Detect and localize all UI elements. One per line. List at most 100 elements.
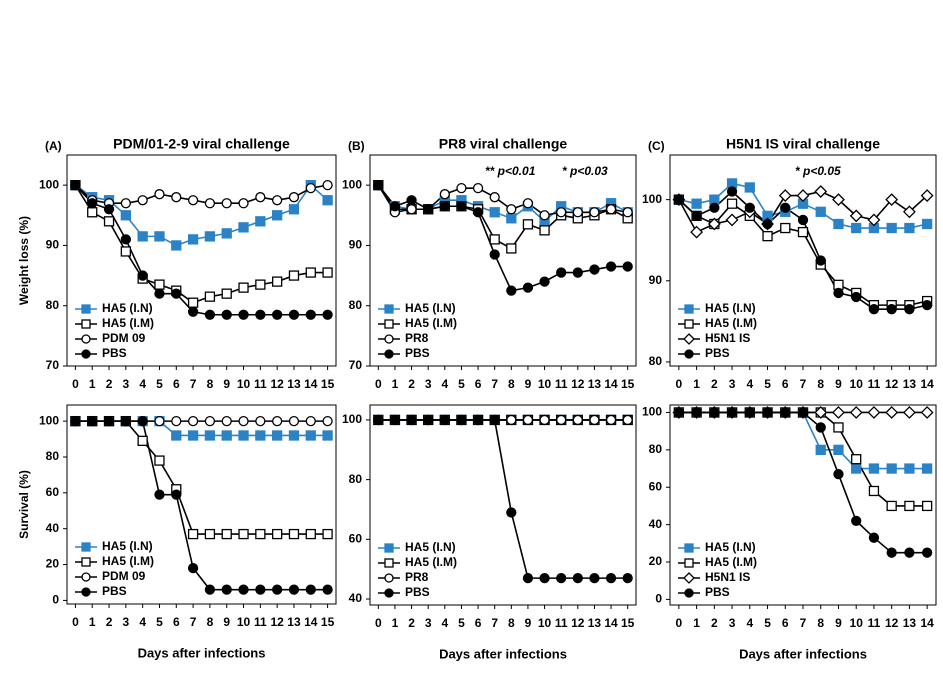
marker	[288, 430, 300, 441]
x-tick-label: 3	[123, 377, 130, 391]
marker	[797, 214, 809, 226]
marker	[272, 210, 283, 221]
marker	[744, 202, 755, 213]
marker	[921, 218, 933, 230]
marker	[556, 414, 567, 426]
marker	[796, 189, 810, 202]
y-tick-label: 80	[46, 449, 60, 463]
marker	[833, 218, 844, 230]
marker	[851, 291, 862, 303]
marker	[833, 469, 844, 480]
marker	[154, 189, 165, 200]
marker	[221, 288, 232, 299]
marker	[120, 198, 131, 209]
marker	[322, 267, 333, 278]
marker	[204, 584, 216, 595]
legend-marker	[384, 304, 394, 314]
marker	[288, 415, 300, 427]
x-tick-label: 12	[270, 377, 284, 391]
x-tick-label: 2	[408, 616, 415, 630]
x-tick-label: 3	[729, 616, 736, 630]
marker	[572, 414, 583, 426]
x-tick-label: 7	[190, 615, 197, 629]
marker	[622, 414, 633, 426]
marker	[589, 207, 600, 218]
marker	[489, 192, 500, 203]
marker	[406, 414, 417, 426]
x-tick-label: 12	[571, 377, 585, 391]
marker	[489, 249, 500, 260]
marker	[472, 414, 484, 426]
x-tick-label: 3	[729, 377, 736, 391]
y-tick-label: 40	[46, 521, 60, 535]
marker	[904, 304, 915, 315]
marker	[171, 430, 182, 441]
marker	[904, 463, 915, 474]
marker	[506, 213, 517, 224]
legend-marker	[384, 588, 394, 598]
legend-marker	[684, 588, 694, 598]
plot-frame	[66, 404, 337, 605]
marker	[187, 234, 199, 245]
legend-label: HA5 (I.N)	[405, 301, 456, 315]
marker	[589, 264, 600, 275]
y-tick-label: 40	[649, 517, 663, 531]
marker	[589, 414, 600, 426]
legend-marker	[683, 333, 695, 345]
marker	[322, 528, 333, 540]
marker	[506, 507, 517, 518]
x-tick-label: 14	[304, 377, 318, 391]
legend-label: HA5 (I.M)	[405, 555, 457, 569]
legend-label: PBS	[705, 585, 730, 599]
marker	[832, 193, 845, 207]
marker	[406, 204, 417, 215]
marker	[322, 415, 333, 427]
x-tick-label: 3	[425, 377, 432, 391]
marker	[605, 204, 617, 215]
x-tick-label: 5	[156, 377, 163, 391]
series-line	[74, 184, 328, 205]
x-tick-label: 2	[711, 616, 718, 630]
marker	[472, 207, 484, 218]
y-tick-label: 100	[642, 405, 662, 419]
marker	[120, 246, 131, 257]
marker	[797, 407, 809, 418]
marker	[322, 584, 333, 595]
y-tick-label: 20	[46, 557, 60, 571]
marker	[137, 415, 148, 427]
legend-label: HA5 (I.M)	[102, 554, 154, 568]
x-tick-label: 12	[885, 377, 899, 391]
marker	[456, 414, 467, 426]
x-tick-label: 5	[156, 615, 163, 629]
x-tick-label: 2	[711, 377, 718, 391]
marker	[814, 185, 828, 198]
y-axis-label: Survival (%)	[17, 470, 31, 539]
y-axis-label: Weight loss (%)	[17, 216, 31, 305]
marker	[886, 500, 897, 512]
marker	[288, 192, 300, 203]
x-tick-label: 10	[850, 377, 864, 391]
x-tick-label: 0	[676, 616, 683, 630]
legend-marker	[684, 543, 694, 553]
marker	[902, 406, 916, 419]
marker	[187, 430, 199, 441]
legend-label: PBS	[405, 585, 430, 599]
x-tick-label: 13	[588, 616, 602, 630]
x-tick-label: 7	[800, 616, 807, 630]
panel-label: (A)	[45, 139, 62, 153]
legend-label: PBS	[102, 346, 127, 360]
marker	[833, 422, 844, 433]
marker	[868, 304, 880, 315]
marker	[238, 282, 249, 293]
marker	[221, 528, 232, 540]
marker	[322, 179, 333, 191]
plot-frame	[66, 154, 337, 367]
plot-frame	[369, 404, 637, 606]
legend-marker	[384, 334, 394, 344]
x-tick-label: 13	[287, 615, 301, 629]
x-tick-label: 10	[538, 616, 552, 630]
marker	[780, 407, 791, 418]
marker	[389, 414, 401, 426]
x-tick-label: 9	[223, 377, 230, 391]
marker	[272, 430, 283, 441]
